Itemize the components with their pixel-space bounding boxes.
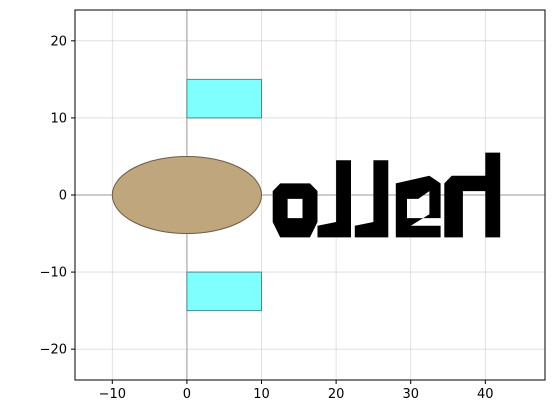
- y-tick-label: 10: [50, 111, 67, 126]
- ellipse-body: [111, 155, 263, 235]
- glyph-e: [395, 175, 441, 238]
- x-tick-label: 10: [253, 387, 270, 402]
- y-tick-label: 0: [59, 189, 67, 204]
- y-tick-label: −10: [40, 266, 67, 281]
- shapes: [111, 78, 263, 312]
- y-tick-label: −20: [40, 343, 67, 358]
- rectangle-bottom: [186, 271, 263, 312]
- glyph-h: [444, 152, 501, 238]
- glyph-o: [272, 183, 318, 238]
- x-axis-ticks: −10 0 10 20 30 40: [99, 380, 494, 402]
- x-tick-label: 20: [328, 387, 345, 402]
- glyph-l1: [317, 160, 351, 238]
- x-tick-label: 0: [183, 387, 191, 402]
- glyph-l2: [354, 160, 389, 238]
- glyph-shapes: [272, 152, 501, 238]
- y-axis-ticks: −20 −10 0 10 20: [40, 34, 75, 358]
- x-tick-label: −10: [99, 387, 126, 402]
- x-tick-label: 40: [477, 387, 494, 402]
- x-tick-label: 30: [402, 387, 419, 402]
- y-tick-label: 20: [50, 34, 67, 49]
- rectangle-top: [186, 78, 263, 119]
